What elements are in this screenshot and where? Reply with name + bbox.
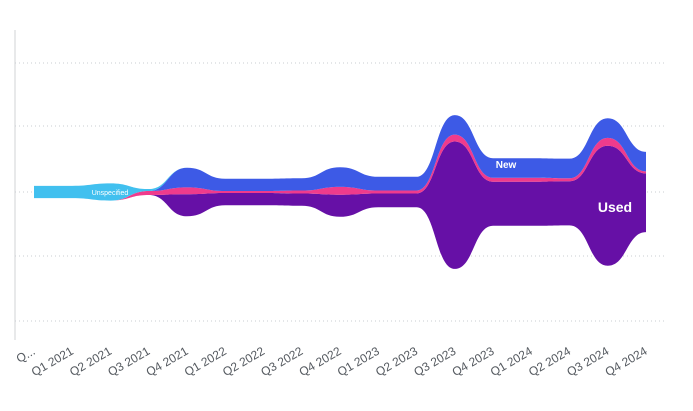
series-label-new: New <box>496 160 517 171</box>
x-tick-label: Q4 2021 <box>144 344 191 379</box>
stream-layer-used <box>34 141 646 269</box>
x-tick-label: Q3 2021 <box>105 344 152 379</box>
series-label-used: Used <box>598 199 632 215</box>
x-tick-label: Q2 2023 <box>373 344 420 379</box>
x-tick-label: Q2 2024 <box>526 344 573 379</box>
x-tick-label: Q1 2024 <box>488 344 535 379</box>
stream-layers <box>34 115 646 269</box>
x-tick-label: Q4 2022 <box>297 344 344 379</box>
x-tick-label: Q4 2023 <box>450 344 497 379</box>
stream-layer-new <box>34 115 646 201</box>
x-tick-label: Q4 2024 <box>603 344 650 379</box>
x-tick-label: Q... <box>14 344 38 366</box>
x-tick-label: Q1 2021 <box>29 344 76 379</box>
stream-layer-series-2 <box>34 134 646 201</box>
series-labels: Used New Unspecified <box>92 160 632 215</box>
x-tick-label: Q1 2023 <box>335 344 382 379</box>
x-tick-label: Q3 2024 <box>564 344 611 379</box>
series-label-unspecified: Unspecified <box>92 190 129 197</box>
x-tick-label: Q3 2023 <box>411 344 458 379</box>
x-tick-label: Q2 2022 <box>220 344 267 379</box>
x-tick-label: Q1 2022 <box>182 344 229 379</box>
x-tick-label: Q2 2021 <box>67 344 114 379</box>
stream-layer-unspecified <box>34 115 646 201</box>
x-tick-label: Q3 2022 <box>258 344 305 379</box>
